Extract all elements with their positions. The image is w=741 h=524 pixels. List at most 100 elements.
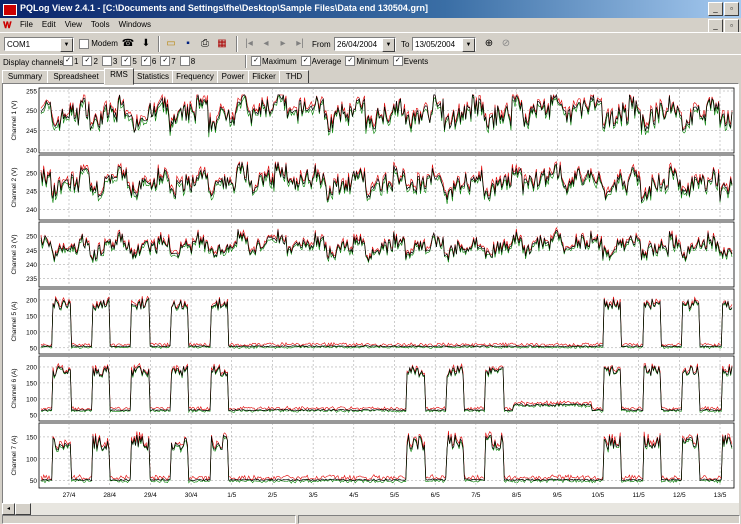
y-axis-label: Channel 3 (V) [11, 234, 18, 274]
x-tick-label: 13/5 [714, 492, 727, 499]
menu-view[interactable]: View [64, 20, 82, 29]
channel-5-checkbox-box[interactable]: ✓ [121, 56, 132, 66]
chevron-down-icon[interactable]: ▼ [382, 38, 395, 52]
mdi-restore-button[interactable]: ▫ [724, 19, 739, 33]
prev-icon[interactable]: ◂ [263, 38, 269, 49]
y-tick-label: 245 [26, 128, 37, 135]
display-options-bar: Display channels: ✓ 1 ✓ 2 3 ✓ 5 ✓ 6 ✓ 7 8 ✓ Maximum ✓… [0, 54, 741, 69]
tab-thd[interactable]: THD [279, 70, 309, 84]
tab-spreadsheet[interactable]: Spreadsheet [47, 70, 105, 84]
x-tick-label: 8/5 [512, 492, 521, 499]
open-icon[interactable]: ▭ [166, 38, 176, 49]
channel-3-checkbox-box[interactable] [101, 56, 112, 66]
x-tick-label: 27/4 [63, 492, 76, 499]
modem-checkbox-group[interactable]: Modem [79, 39, 118, 49]
from-date-picker[interactable]: 26/04/2004 ▼ [334, 37, 396, 52]
x-tick-label: 4/5 [349, 492, 358, 499]
rms-chart-panel: 255 250 245 240 Channel 1 (V) 250 245 240 Channe… [2, 83, 739, 505]
minimize-button[interactable]: _ [708, 2, 723, 16]
channel-7-checkbox-box[interactable]: ✓ [160, 56, 171, 66]
port-select[interactable]: COM1 ▼ [4, 37, 74, 52]
maximum-series-line [40, 430, 733, 482]
y-axis-label: Channel 7 (A) [11, 435, 18, 475]
menu-windows[interactable]: Windows [118, 20, 152, 29]
menu-tools[interactable]: Tools [90, 20, 110, 29]
tab-rms[interactable]: RMS [104, 68, 134, 85]
x-tick-label: 5/5 [390, 492, 399, 499]
tab-power[interactable]: Power [217, 70, 249, 84]
toolbar: COM1 ▼ Modem ☎ ⬇ ▭ ▪ ⎙ ▦ |◂ ◂ ▸ ▸| From … [0, 32, 741, 55]
channel-6-checkbox-box[interactable]: ✓ [140, 56, 151, 66]
events-checkbox-box[interactable]: ✓ [392, 56, 403, 66]
channel-8-checkbox[interactable]: 8 [179, 56, 195, 66]
minimum-series-line [40, 231, 733, 264]
calendar-icon[interactable]: ▦ [217, 38, 227, 49]
channel-2-checkbox-box[interactable]: ✓ [82, 56, 93, 66]
horizontal-scrollbar[interactable]: ◂ [2, 503, 739, 515]
x-tick-label: 12/5 [673, 492, 686, 499]
x-tick-label: 28/4 [103, 492, 116, 499]
next-icon[interactable]: ▸ [280, 38, 286, 49]
last-icon[interactable]: ▸| [296, 38, 304, 49]
first-icon[interactable]: |◂ [245, 38, 253, 49]
channel-3-checkbox[interactable]: 3 [101, 56, 117, 66]
tab-frequency[interactable]: Frequency [172, 70, 218, 84]
rms-chart-svg: 255 250 245 240 Channel 1 (V) 250 245 240 Channe… [11, 87, 735, 499]
modem-checkbox[interactable] [79, 39, 89, 49]
tab-flicker[interactable]: Flicker [248, 70, 280, 84]
plot-frame [38, 288, 735, 355]
print-icon[interactable]: ⎙ [201, 38, 209, 49]
toolbar-separator [236, 36, 238, 52]
x-tick-label: 3/5 [309, 492, 318, 499]
chevron-down-icon[interactable]: ▼ [60, 38, 73, 52]
window-controls: _ ▫ [708, 2, 739, 16]
y-tick-label: 250 [26, 234, 37, 241]
y-tick-label: 50 [30, 412, 38, 419]
chevron-down-icon[interactable]: ▼ [462, 38, 475, 52]
average-checkbox-box[interactable]: ✓ [300, 56, 311, 66]
restore-button[interactable]: ▫ [724, 2, 739, 16]
to-label: To [401, 40, 410, 49]
events-checkbox[interactable]: ✓ Events [392, 56, 429, 66]
menu-bar: 𝐖 File Edit View Tools Windows _ ▫ [0, 18, 741, 33]
events-checkbox-label: Events [403, 56, 429, 66]
tab-statistics[interactable]: Statistics [133, 70, 173, 84]
scroll-thumb[interactable] [15, 503, 31, 515]
y-tick-label: 240 [26, 262, 37, 269]
average-checkbox[interactable]: ✓ Average [300, 56, 341, 66]
channel-2-checkbox[interactable]: ✓ 2 [82, 56, 98, 66]
zoom-in-icon[interactable]: ⊕ [484, 38, 494, 49]
connect-icon[interactable]: ☎ [121, 38, 135, 49]
menu-file[interactable]: File [20, 20, 33, 29]
channel-1-checkbox-box[interactable]: ✓ [63, 56, 73, 66]
channel-7-checkbox[interactable]: ✓ 7 [160, 56, 176, 66]
x-tick-label: 30/4 [185, 492, 198, 499]
zoom-out-icon[interactable]: ⊘ [501, 38, 511, 49]
scroll-left-icon[interactable]: ◂ [2, 503, 15, 515]
to-date-picker[interactable]: 13/05/2004 ▼ [412, 37, 476, 52]
y-tick-label: 240 [26, 148, 37, 155]
status-bar [0, 515, 741, 524]
y-tick-label: 150 [26, 434, 37, 441]
maximum-series-line [40, 362, 733, 412]
pqlog-logo-icon: 𝐖 [3, 20, 12, 30]
toolbar-separator [158, 36, 160, 52]
mdi-minimize-button[interactable]: _ [708, 19, 723, 33]
window-title: PQLog View 2.4.1 - [C:\Documents and Set… [20, 3, 428, 13]
channel-1-checkbox[interactable]: ✓ 1 [63, 56, 78, 66]
maximum-checkbox[interactable]: ✓ Maximum [251, 56, 297, 66]
average-series-line [40, 229, 733, 263]
y-tick-label: 150 [26, 380, 37, 387]
tab-strip: Summary Spreadsheet RMS Statistics Frequ… [0, 68, 741, 85]
y-axis-label: Channel 1 (V) [11, 100, 18, 140]
save-icon[interactable]: ▪ [186, 38, 190, 49]
minimum-checkbox-box[interactable]: ✓ [345, 56, 356, 66]
minimum-checkbox[interactable]: ✓ Minimum [345, 56, 389, 66]
channel-5-checkbox[interactable]: ✓ 5 [121, 56, 137, 66]
download-icon[interactable]: ⬇ [141, 38, 151, 49]
channel-6-checkbox[interactable]: ✓ 6 [140, 56, 156, 66]
tab-summary[interactable]: Summary [2, 70, 48, 84]
menu-edit[interactable]: Edit [41, 20, 56, 29]
channel-8-checkbox-box[interactable] [179, 56, 190, 66]
maximum-checkbox-box[interactable]: ✓ [251, 56, 261, 66]
